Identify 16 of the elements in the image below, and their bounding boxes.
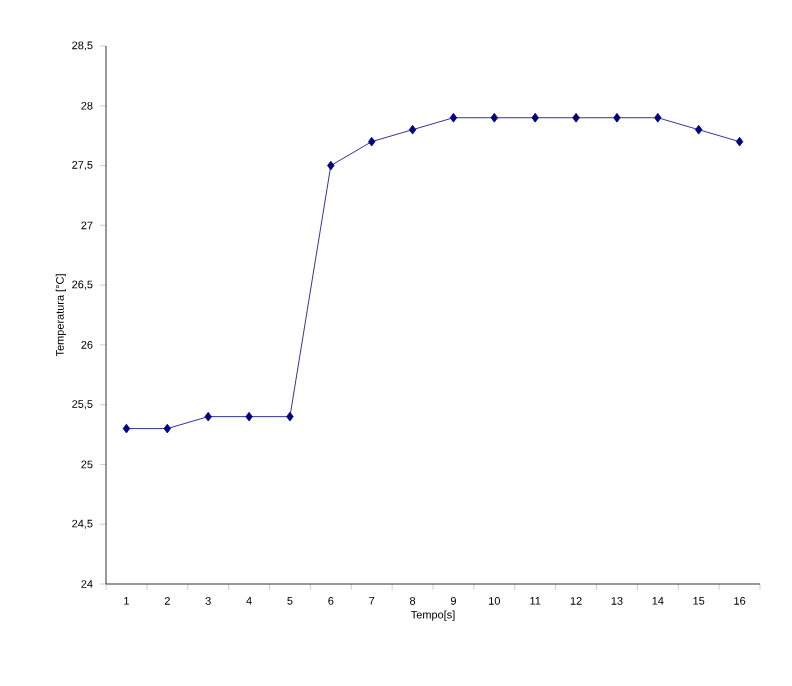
point <box>695 124 703 135</box>
point <box>531 112 539 123</box>
point <box>654 112 662 123</box>
point <box>572 112 580 123</box>
point <box>613 112 621 123</box>
point <box>327 160 335 171</box>
point <box>449 112 458 123</box>
point <box>490 112 498 123</box>
point <box>368 136 376 147</box>
point <box>286 411 294 422</box>
point <box>204 411 212 422</box>
point <box>735 136 744 147</box>
point <box>245 411 253 422</box>
point <box>408 124 417 135</box>
point <box>122 423 131 434</box>
point <box>163 423 171 434</box>
